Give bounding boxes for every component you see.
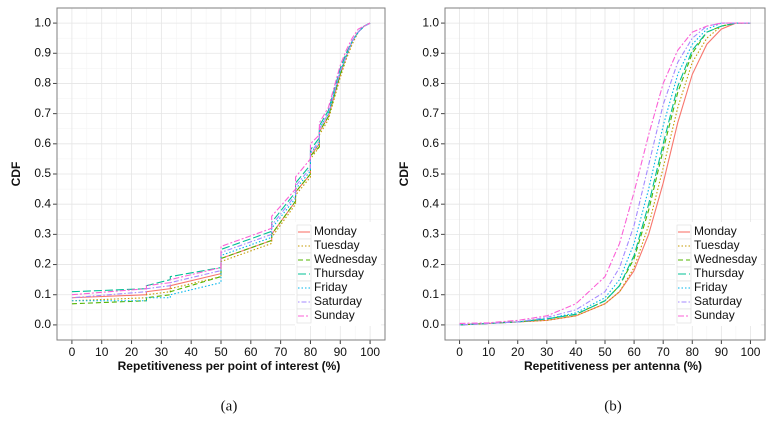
cdf-line — [459, 22, 751, 326]
caption: (b) — [604, 398, 622, 414]
x-tick-label: 0 — [69, 345, 76, 359]
y-tick-label: 0.5 — [34, 166, 51, 180]
y-tick-label: 0.0 — [422, 317, 439, 331]
y-tick-label: 0.5 — [422, 166, 439, 180]
x-tick-label: 30 — [540, 345, 554, 359]
x-tick-label: 50 — [598, 345, 612, 359]
y-tick-label: 1.0 — [422, 15, 439, 29]
legend-label: Wednesday — [314, 252, 377, 266]
x-tick-label: 40 — [569, 345, 583, 359]
legend-label: Friday — [694, 280, 727, 294]
legend-label: Tuesday — [694, 238, 740, 252]
x-axis-title: Repetitiveness per point of interest (%) — [118, 359, 341, 373]
cdf-line — [459, 22, 751, 326]
x-tick-label: 90 — [715, 345, 729, 359]
x-tick-label: 80 — [304, 345, 318, 359]
y-tick-label: 0.3 — [422, 227, 439, 241]
y-tick-label: 0.6 — [34, 136, 51, 150]
y-tick-label: 0.0 — [34, 317, 51, 331]
legend-label: Saturday — [694, 294, 742, 308]
y-axis-title: CDF — [397, 162, 411, 187]
legend-label: Thursday — [694, 266, 744, 280]
y-tick-label: 0.1 — [422, 287, 439, 301]
x-tick-label: 60 — [244, 345, 258, 359]
legend-label: Thursday — [314, 266, 364, 280]
y-tick-label: 0.2 — [34, 257, 51, 271]
cdf-line — [459, 22, 751, 324]
y-tick-label: 0.9 — [422, 45, 439, 59]
legend-label: Tuesday — [314, 238, 360, 252]
y-tick-label: 0.2 — [422, 257, 439, 271]
y-tick-label: 0.9 — [34, 45, 51, 59]
x-tick-label: 10 — [482, 345, 496, 359]
x-tick-label: 70 — [657, 345, 671, 359]
x-tick-label: 10 — [95, 345, 109, 359]
legend-label: Friday — [314, 280, 347, 294]
y-tick-label: 0.1 — [34, 287, 51, 301]
legend-label: Monday — [694, 224, 737, 238]
y-tick-label: 0.3 — [34, 227, 51, 241]
x-tick-label: 50 — [214, 345, 228, 359]
x-tick-label: 40 — [185, 345, 199, 359]
plot-border — [56, 7, 386, 341]
y-tick-label: 0.8 — [34, 76, 51, 90]
x-tick-label: 30 — [155, 345, 169, 359]
x-tick-label: 20 — [511, 345, 525, 359]
x-tick-label: 90 — [334, 345, 348, 359]
legend-label: Saturday — [314, 294, 362, 308]
y-tick-label: 0.7 — [422, 106, 439, 120]
y-axis-title: CDF — [9, 162, 23, 187]
x-tick-label: 0 — [456, 345, 463, 359]
y-tick-label: 0.4 — [34, 196, 51, 210]
x-tick-label: 60 — [627, 345, 641, 359]
legend-label: Sunday — [314, 308, 355, 322]
y-tick-label: 0.8 — [422, 76, 439, 90]
y-tick-label: 1.0 — [34, 15, 51, 29]
y-tick-label: 0.7 — [34, 106, 51, 120]
legend-label: Sunday — [694, 308, 735, 322]
cdf-line — [459, 22, 751, 326]
x-tick-label: 100 — [740, 345, 760, 359]
cdf-line — [459, 22, 751, 326]
x-axis-title: Repetitiveness per antenna (%) — [524, 359, 702, 373]
plot-border — [444, 7, 766, 341]
x-tick-label: 20 — [125, 345, 139, 359]
x-tick-label: 100 — [360, 345, 380, 359]
cdf-line — [71, 22, 371, 302]
cdf-line — [459, 22, 751, 326]
y-tick-label: 0.6 — [422, 136, 439, 150]
cdf-line — [71, 22, 371, 299]
cdf-line — [71, 22, 371, 296]
legend-label: Monday — [314, 224, 357, 238]
legend-label: Wednesday — [694, 252, 757, 266]
x-tick-label: 70 — [274, 345, 288, 359]
x-tick-label: 80 — [686, 345, 700, 359]
y-tick-label: 0.4 — [422, 196, 439, 210]
caption: (a) — [221, 398, 238, 414]
